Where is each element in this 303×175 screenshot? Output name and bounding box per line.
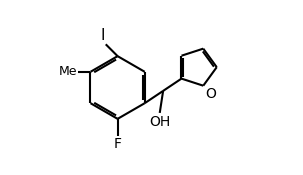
Text: Me: Me xyxy=(58,65,77,78)
Text: I: I xyxy=(100,29,105,43)
Text: F: F xyxy=(114,138,122,152)
Text: OH: OH xyxy=(149,115,170,129)
Text: O: O xyxy=(205,87,216,101)
